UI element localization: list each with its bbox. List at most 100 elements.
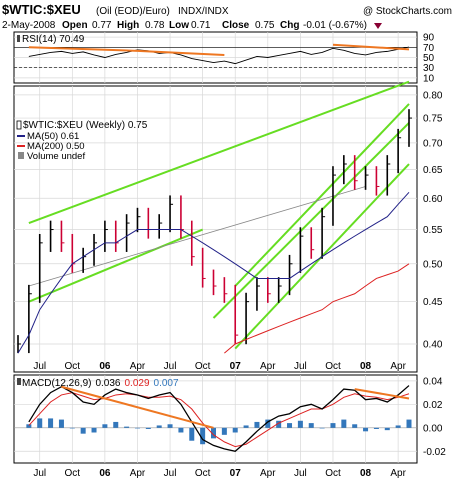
macd-title-label: MACD(12,26,9) — [22, 378, 91, 389]
symbol-description: (Oil (EOD)/Euro) — [96, 6, 170, 17]
price-x-tick-label: 06 — [99, 361, 111, 372]
price-x-tick-label: Oct — [325, 361, 341, 372]
price-trendline — [234, 103, 410, 287]
macd-histogram-bar — [102, 424, 108, 428]
exchange-label: INDX/INDX — [178, 6, 229, 17]
price-gray-trendline — [28, 186, 366, 287]
macd-x-tick-label: 07 — [230, 468, 242, 479]
macd-x-tick-label: Jul — [33, 468, 46, 479]
price-trendline — [212, 122, 410, 319]
macd-histogram-bar — [254, 421, 260, 428]
macd-histogram-bar — [167, 424, 173, 428]
watermark: @ StockCharts.com — [363, 6, 452, 17]
macd-histogram-bar — [319, 427, 325, 429]
price-x-tick-label: Oct — [195, 361, 211, 372]
macd-histogram-bar — [156, 425, 162, 428]
ma200-line — [224, 263, 410, 354]
close-value: 0.75 — [255, 20, 275, 31]
low-label: Low — [169, 20, 189, 31]
price-title: $WTIC:$XEU (Weekly) 0.75 — [23, 120, 148, 131]
chg-value: -0.01 (-0.67%) — [303, 20, 367, 31]
price-trendline — [28, 228, 204, 303]
price-y-tick-label: 0.70 — [423, 138, 443, 149]
price-y-tick-label: 0.50 — [423, 259, 443, 270]
macd-x-tick-label: Oct — [65, 468, 81, 479]
price-x-tick-label: Jul — [164, 361, 177, 372]
price-x-tick-label: Jul — [294, 361, 307, 372]
open-value: 0.77 — [92, 20, 112, 31]
macd-y-tick-label: 0.02 — [423, 400, 443, 411]
macd-histogram-bar — [211, 427, 216, 439]
macd-legend-icon — [17, 378, 21, 385]
rsi-y-tick-label: 90 — [423, 33, 435, 44]
rsi-title: RSI(14) 70.49 — [22, 34, 85, 45]
rsi-y-tick-label: 50 — [423, 53, 435, 64]
macd-histogram-bar — [91, 427, 97, 433]
price-x-tick-label: Oct — [65, 361, 81, 372]
chg-label: Chg — [280, 20, 299, 31]
macd-x-tick-label: Jul — [164, 468, 177, 479]
rsi-trendline — [28, 46, 138, 52]
macd-y-tick-label: 0.04 — [423, 376, 443, 387]
rsi-line — [28, 46, 410, 65]
price-x-tick-label: 08 — [360, 361, 372, 372]
macd-y-tick-label: -0.02 — [423, 447, 446, 458]
macd-trendline — [354, 388, 410, 400]
macd-x-tick-label: 08 — [360, 468, 372, 479]
low-value: 0.71 — [191, 20, 211, 31]
high-value: 0.78 — [145, 20, 165, 31]
macd-histogram-bar — [232, 427, 238, 433]
macd-x-tick-label: Apr — [390, 468, 406, 479]
macd-trendline — [61, 385, 214, 429]
price-y-tick-label: 0.60 — [423, 194, 443, 205]
macd-x-tick-label: Oct — [195, 468, 211, 479]
macd-title-macd-value: 0.036 — [95, 378, 120, 389]
macd-x-tick-label: Apr — [130, 468, 146, 479]
price-y-tick-label: 0.45 — [423, 297, 443, 308]
price-x-tick-label: Apr — [130, 361, 146, 372]
macd-histogram-bar — [69, 427, 75, 429]
macd-histogram-bar — [363, 427, 369, 432]
macd-histogram-bar — [352, 424, 358, 428]
macd-histogram-bar — [134, 427, 140, 429]
macd-x-tick-label: Apr — [260, 468, 276, 479]
macd-histogram-bar — [58, 419, 64, 428]
high-label: High — [117, 20, 139, 31]
macd-title-signal-value: 0.029 — [125, 378, 150, 389]
macd-title: MACD(12,26,9) 0.036 0.029 0.007 — [22, 378, 179, 389]
macd-histogram-bar — [37, 418, 43, 428]
macd-histogram-bar — [265, 419, 271, 428]
macd-histogram-bar — [26, 424, 32, 428]
price-y-tick-label: 0.80 — [423, 90, 443, 101]
rsi-layer — [14, 43, 417, 69]
close-label: Close — [222, 20, 250, 31]
macd-line — [28, 385, 410, 452]
macd-histogram-bar — [287, 423, 293, 428]
macd-histogram-bar — [124, 426, 130, 428]
axis-layer: Jul Jul Oct Oct 06 06 Apr Apr Jul Jul Oct Oct 07 07 Ap… — [33, 33, 446, 479]
price-trendline — [28, 80, 410, 224]
macd-x-tick-label: Oct — [325, 468, 341, 479]
volume-legend-label: Volume undef — [27, 151, 85, 162]
ma50-line — [17, 191, 410, 354]
macd-histogram-bar — [308, 423, 314, 428]
macd-x-tick-label: Jul — [294, 468, 307, 479]
price-y-tick-label: 0.40 — [423, 339, 443, 350]
price-x-tick-label: Jul — [33, 361, 46, 372]
macd-histogram-bar — [113, 421, 119, 428]
price-panel — [13, 85, 418, 373]
ma200-legend-label: MA(200) 0.50 — [27, 141, 85, 152]
ma50-legend-label: MA(50) 0.61 — [27, 131, 79, 142]
rsi-trendline — [137, 49, 225, 56]
symbol-title: $WTIC:$XEU — [2, 2, 81, 17]
price-y-tick-label: 0.55 — [423, 225, 443, 236]
price-y-tick-label: 0.65 — [423, 165, 443, 176]
rsi-trendline — [332, 43, 410, 51]
macd-y-tick-label: 0.00 — [423, 423, 443, 434]
macd-histogram-bar — [80, 427, 86, 434]
macd-histogram-bar — [48, 418, 54, 428]
macd-histogram-bar — [297, 420, 303, 428]
macd-histogram-bar — [373, 427, 379, 429]
macd-histogram-bar — [384, 427, 390, 431]
